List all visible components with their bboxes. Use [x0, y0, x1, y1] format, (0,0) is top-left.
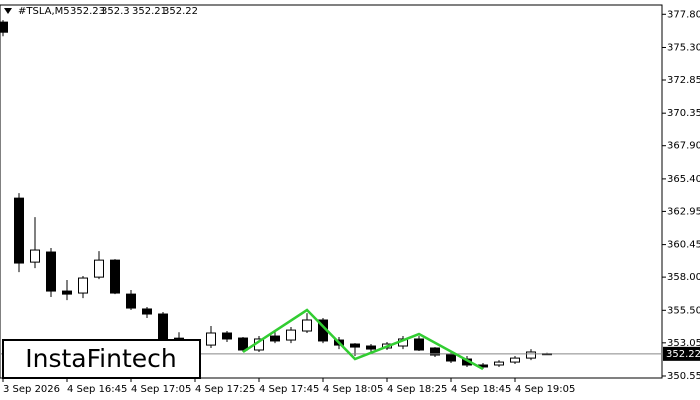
ohlc-value: 352.3 — [101, 6, 130, 17]
candle-body — [110, 259, 120, 294]
candle-body — [126, 293, 136, 309]
candle-body — [238, 337, 248, 351]
candles — [0, 20, 552, 369]
y-tick-label: 367.90 — [667, 141, 700, 152]
candle-body — [366, 345, 376, 350]
y-tick-label: 365.40 — [667, 174, 700, 185]
candle-body — [286, 329, 296, 341]
x-tick-label: 4 Sep 17:05 — [131, 384, 191, 395]
candle-body — [62, 290, 72, 295]
price-tag — [663, 346, 700, 361]
y-tick-label: 350.55 — [667, 371, 700, 382]
candle-body — [14, 197, 24, 264]
x-tick-label: 4 Sep 16:45 — [67, 384, 127, 395]
watermark-box — [2, 339, 201, 379]
y-tick-label: 362.95 — [667, 206, 700, 217]
candle-body — [510, 357, 520, 363]
candle-body — [0, 21, 8, 33]
y-tick-label: 372.85 — [667, 75, 700, 86]
candle-body — [446, 353, 456, 362]
candle-body — [222, 332, 232, 340]
y-tick-label: 353.05 — [667, 338, 700, 349]
x-tick-label: 4 Sep 17:45 — [259, 384, 319, 395]
y-tick-label: 370.35 — [667, 108, 700, 119]
x-tick-label: 4 Sep 19:05 — [515, 384, 575, 395]
ohlc-value: 352.23 — [70, 6, 105, 17]
x-tick-label: 4 Sep 17:25 — [195, 384, 255, 395]
candle-body — [494, 361, 504, 366]
x-tick-label: 4 Sep 18:05 — [323, 384, 383, 395]
candle-body — [526, 351, 536, 359]
candle-body — [94, 259, 104, 278]
y-tick-label: 358.00 — [667, 272, 700, 283]
candle-body — [270, 335, 280, 342]
price-tag-label: 352.22 — [666, 349, 700, 360]
plot-frame — [0, 4, 663, 379]
candle-body — [302, 319, 312, 332]
y-tick-label: 355.50 — [667, 305, 700, 316]
pattern-line — [242, 308, 484, 371]
candle-body — [46, 251, 56, 292]
y-tick-label: 360.45 — [667, 240, 700, 251]
arrow-icon — [4, 8, 12, 14]
y-tick-label: 377.80 — [667, 9, 700, 20]
watermark-text: InstaFintech — [25, 344, 177, 373]
ohlc-value: 352.22 — [163, 6, 198, 17]
candle-body — [78, 277, 88, 294]
x-tick-label: 4 Sep 18:45 — [451, 384, 511, 395]
x-tick-label: 4 Sep 18:25 — [387, 384, 447, 395]
candle-body — [430, 347, 440, 356]
candle-body — [350, 343, 360, 348]
y-tick-label: 375.30 — [667, 42, 700, 53]
candle-body — [142, 308, 152, 315]
candle-body — [30, 249, 40, 263]
ohlc-value: 352.21 — [132, 6, 167, 17]
candle-body — [206, 332, 216, 346]
candle-body — [414, 338, 424, 351]
x-tick-label: 3 Sep 2026 — [3, 384, 60, 395]
chart-title: #TSLA,M5 — [18, 6, 70, 17]
